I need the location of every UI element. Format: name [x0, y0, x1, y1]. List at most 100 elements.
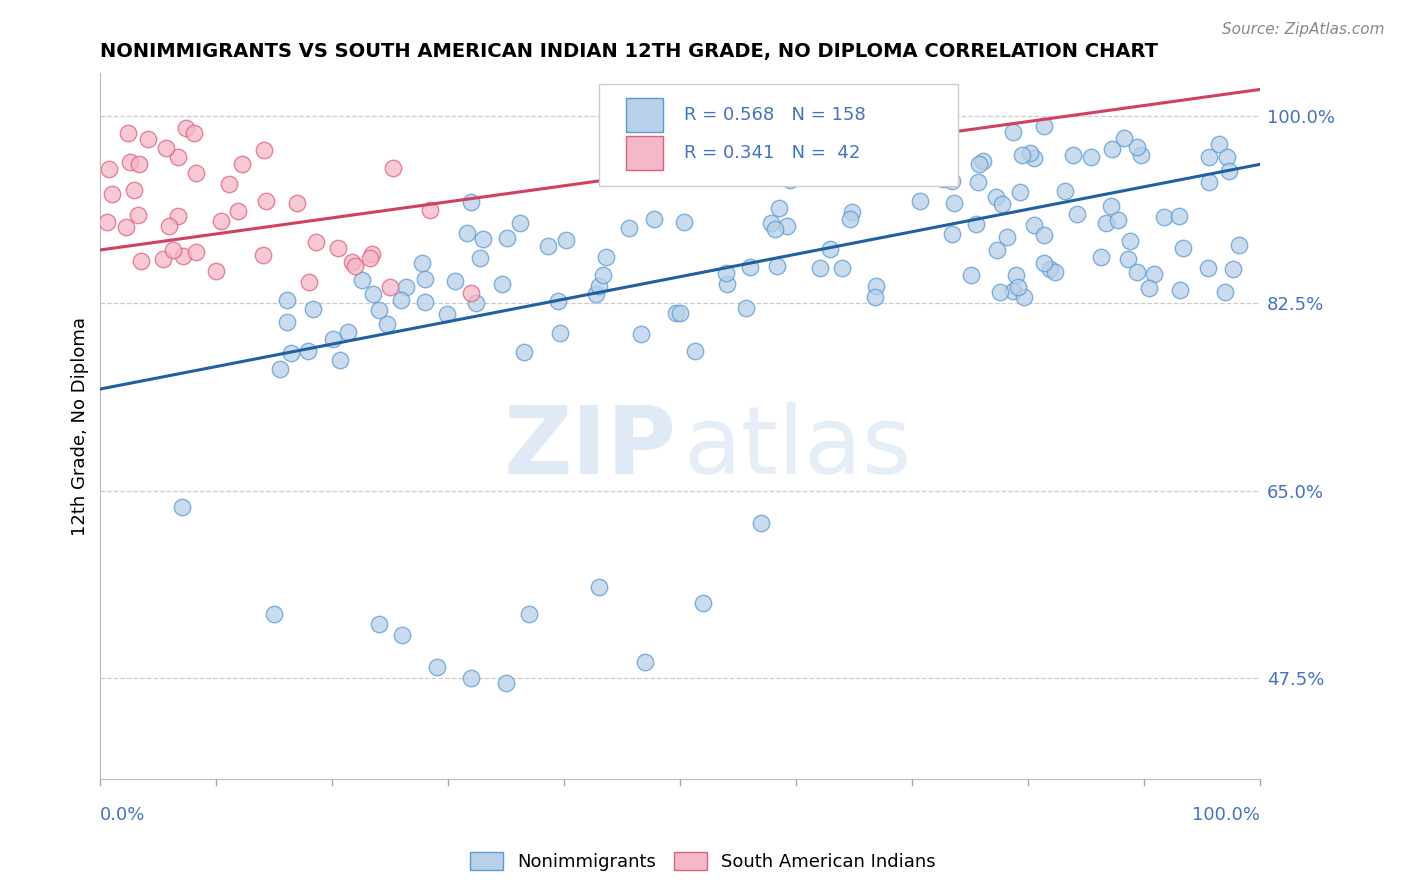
Point — [1118, 234, 1140, 248]
Point — [253, 143, 276, 157]
Point — [818, 242, 841, 256]
Legend: Nonimmigrants, South American Indians: Nonimmigrants, South American Indians — [463, 846, 943, 879]
Point — [967, 175, 990, 189]
Point — [595, 250, 617, 264]
Point — [1022, 151, 1045, 165]
Point — [263, 607, 285, 621]
Point — [444, 274, 467, 288]
Text: R = 0.568   N = 158: R = 0.568 N = 158 — [683, 106, 865, 124]
Point — [907, 164, 929, 178]
Point — [464, 295, 486, 310]
Point — [1126, 265, 1149, 279]
Point — [419, 202, 441, 217]
Point — [136, 132, 159, 146]
Point — [302, 301, 325, 316]
Point — [1216, 151, 1239, 165]
Point — [630, 327, 652, 342]
Point — [990, 285, 1012, 300]
Point — [1126, 140, 1149, 154]
Y-axis label: 12th Grade, No Diploma: 12th Grade, No Diploma — [72, 317, 89, 536]
Point — [1130, 147, 1153, 161]
FancyBboxPatch shape — [626, 98, 662, 132]
Point — [1198, 175, 1220, 189]
Point — [692, 596, 714, 610]
Point — [808, 261, 831, 276]
Point — [1112, 130, 1135, 145]
Point — [932, 172, 955, 186]
Point — [967, 157, 990, 171]
Point — [1099, 199, 1122, 213]
Point — [1197, 261, 1219, 276]
Point — [167, 150, 190, 164]
Point — [886, 153, 908, 167]
Point — [350, 273, 373, 287]
Point — [157, 219, 180, 234]
Text: ZIP: ZIP — [503, 401, 676, 493]
Point — [184, 244, 207, 259]
Point — [167, 209, 190, 223]
Point — [1018, 146, 1040, 161]
Point — [415, 271, 437, 285]
Point — [1032, 228, 1054, 243]
Point — [1043, 265, 1066, 279]
Point — [321, 333, 343, 347]
Point — [1039, 261, 1062, 276]
Point — [841, 205, 863, 219]
Text: Source: ZipAtlas.com: Source: ZipAtlas.com — [1222, 22, 1385, 37]
Point — [269, 361, 291, 376]
Point — [172, 249, 194, 263]
Point — [360, 246, 382, 260]
Point — [1213, 285, 1236, 299]
Point — [1012, 290, 1035, 304]
Point — [413, 294, 436, 309]
Point — [1198, 150, 1220, 164]
Point — [848, 136, 870, 151]
Point — [254, 194, 277, 209]
Point — [162, 243, 184, 257]
Point — [174, 120, 197, 135]
Text: 100.0%: 100.0% — [1192, 806, 1260, 824]
Point — [496, 231, 519, 245]
Point — [328, 241, 350, 255]
Point — [779, 173, 801, 187]
Point — [1222, 262, 1244, 277]
Point — [1153, 210, 1175, 224]
Point — [1080, 150, 1102, 164]
Point — [537, 239, 560, 253]
Point — [218, 177, 240, 191]
Point — [991, 197, 1014, 211]
Point — [513, 344, 536, 359]
Point — [509, 216, 531, 230]
Point — [115, 219, 138, 234]
Point — [470, 251, 492, 265]
Point — [100, 186, 122, 201]
Point — [1011, 148, 1033, 162]
Point — [460, 285, 482, 300]
Point — [117, 126, 139, 140]
Point — [96, 215, 118, 229]
Point — [592, 268, 614, 282]
Point — [759, 216, 782, 230]
Point — [683, 344, 706, 359]
Point — [1095, 216, 1118, 230]
Point — [1007, 280, 1029, 294]
Point — [665, 306, 688, 320]
Point — [460, 671, 482, 685]
Point — [554, 233, 576, 247]
Point — [1208, 136, 1230, 151]
Point — [359, 251, 381, 265]
Point — [329, 352, 352, 367]
Point — [368, 302, 391, 317]
Point — [1137, 281, 1160, 295]
Point — [776, 219, 799, 234]
Point — [517, 607, 540, 621]
Point — [129, 253, 152, 268]
Point — [908, 194, 931, 208]
Point — [1168, 283, 1191, 297]
Point — [585, 287, 607, 301]
Point — [1167, 210, 1189, 224]
Point — [297, 344, 319, 359]
Point — [1005, 268, 1028, 282]
Point — [986, 189, 1008, 203]
Point — [298, 275, 321, 289]
